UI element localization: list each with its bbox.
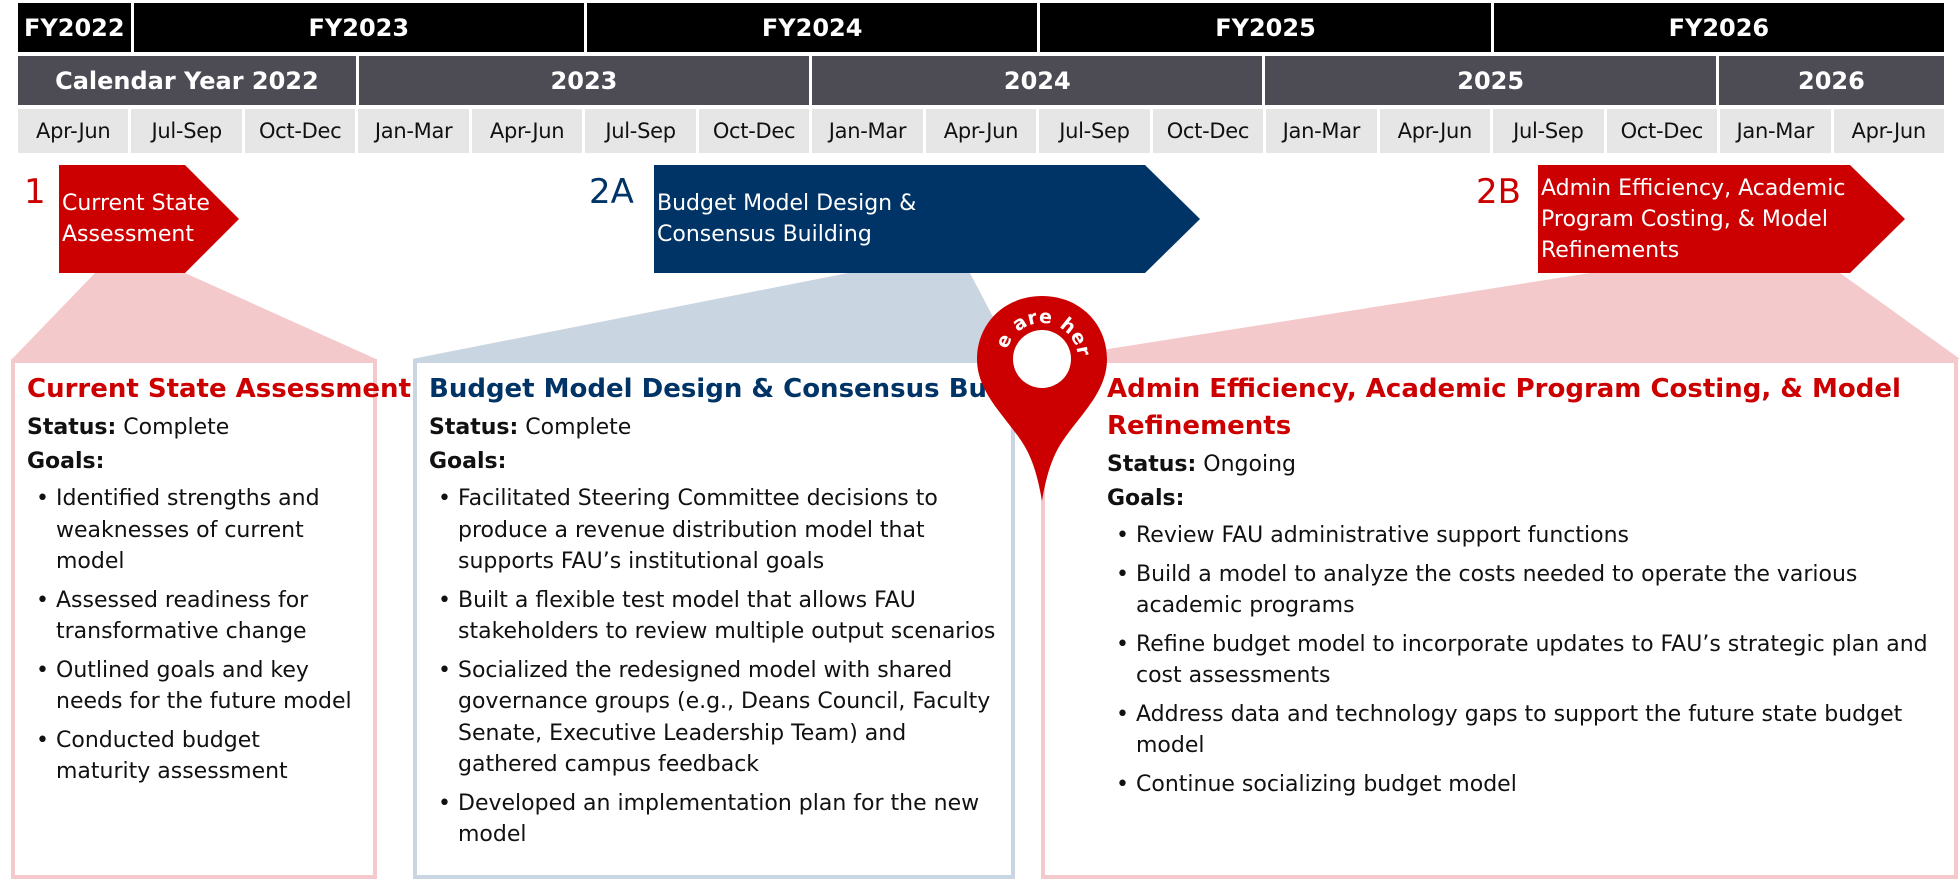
quarter-cell: Apr-Jun xyxy=(1379,109,1491,153)
goal-item: Developed an implementation plan for the… xyxy=(429,788,999,851)
quarter-row: Apr-Jun Jul-Sep Oct-Dec Jan-Mar Apr-Jun … xyxy=(18,109,1944,153)
quarter-cell: Jan-Mar xyxy=(1720,109,1831,153)
phase-2a-arrow xyxy=(654,165,1200,273)
fiscal-year-row: FY2022 FY2023 FY2024 FY2025 FY2026 xyxy=(18,3,1945,52)
goal-item: Identified strengths and weaknesses of c… xyxy=(27,483,361,578)
goal-item: Continue socializing budget model xyxy=(1107,769,1942,801)
status-line: Status: Ongoing xyxy=(1107,449,1942,480)
goal-item: Assessed readiness for transformative ch… xyxy=(27,585,361,648)
status-label: Status: xyxy=(27,415,117,440)
status-line: Status: Complete xyxy=(27,412,361,443)
quarter-cell: Jan-Mar xyxy=(812,109,923,153)
goal-item: Address data and technology gaps to supp… xyxy=(1107,699,1942,762)
goals-list: Review FAU administrative support functi… xyxy=(1107,520,1942,800)
goal-item: Built a flexible test model that allows … xyxy=(429,585,999,648)
status-line: Status: Complete xyxy=(429,412,999,443)
fiscal-year-cell: FY2025 xyxy=(1040,3,1491,52)
card-title-line: Admin Efficiency, Academic Program Costi… xyxy=(1107,374,1901,404)
status-label: Status: xyxy=(1107,452,1197,477)
arrow-text-line: Assessment xyxy=(62,222,194,247)
fiscal-year-cell: FY2026 xyxy=(1493,3,1945,52)
quarter-cell: Oct-Dec xyxy=(698,109,810,153)
quarter-cell: Apr-Jun xyxy=(18,109,129,153)
goal-item: Outlined goals and key needs for the fut… xyxy=(27,655,361,718)
phase-1-arrow xyxy=(59,165,239,273)
phase-2a-connector xyxy=(412,273,1015,359)
arrow-text-line: Program Costing, & Model xyxy=(1541,206,1828,232)
quarter-cell: Oct-Dec xyxy=(1606,109,1718,153)
phase-number: 2A xyxy=(589,172,634,212)
calendar-year-cell: 2024 xyxy=(812,56,1263,105)
phase-2a-arrow-label: Budget Model Design & Consensus Building xyxy=(653,165,1153,273)
phase-2b-card: Admin Efficiency, Academic Program Costi… xyxy=(1041,359,1958,879)
location-pin-icon: We are here xyxy=(972,291,1107,501)
quarter-cell: Oct-Dec xyxy=(244,109,356,153)
fiscal-year-cell: FY2024 xyxy=(586,3,1038,52)
phase-2b-connector xyxy=(1045,273,1960,359)
status-label: Status: xyxy=(429,415,519,440)
goals-list: Facilitated Steering Committee decisions… xyxy=(429,483,999,851)
goal-item: Refine budget model to incorporate updat… xyxy=(1107,629,1942,692)
status-value: Ongoing xyxy=(1203,452,1296,477)
phase-number: 1 xyxy=(24,172,46,212)
quarter-cell: Apr-Jun xyxy=(471,109,583,153)
quarter-cell: Apr-Jun xyxy=(925,109,1037,153)
arrow-text-line: Refinements xyxy=(1541,237,1680,263)
calendar-year-cell: 2023 xyxy=(358,56,810,105)
quarter-cell: Jul-Sep xyxy=(585,109,696,153)
goal-item: Build a model to analyze the costs neede… xyxy=(1107,559,1942,622)
calendar-year-row: Calendar Year 2022 2023 2024 2025 2026 xyxy=(18,56,1945,105)
phase-number: 2B xyxy=(1476,172,1521,212)
goal-item: Conducted budget maturity assessment xyxy=(27,725,361,788)
quarter-cell: Jan-Mar xyxy=(1266,109,1377,153)
goals-list: Identified strengths and weaknesses of c… xyxy=(27,483,361,788)
phase-2a-card: Budget Model Design & Consensus Building… xyxy=(413,359,1070,879)
quarter-cell: Jan-Mar xyxy=(358,109,469,153)
calendar-year-cell: 2026 xyxy=(1718,56,1945,105)
quarter-cell: Jul-Sep xyxy=(1039,109,1150,153)
arrow-text-line: Current State xyxy=(62,191,210,216)
phase-1-arrow-label: Current State Assessment xyxy=(58,165,233,273)
phase-1-card: Current State Assessment Status: Complet… xyxy=(11,359,411,879)
status-value: Complete xyxy=(123,415,230,440)
quarter-cell: Apr-Jun xyxy=(1833,109,1944,153)
phase-1-connector xyxy=(12,273,376,359)
goal-item: Socialized the redesigned model with sha… xyxy=(429,655,999,781)
fiscal-year-cell: FY2022 xyxy=(18,3,131,52)
quarter-cell: Jul-Sep xyxy=(131,109,242,153)
fiscal-year-cell: FY2023 xyxy=(133,3,584,52)
goal-item: Facilitated Steering Committee decisions… xyxy=(429,483,999,578)
goals-label: Goals: xyxy=(429,449,507,474)
calendar-year-cell: 2025 xyxy=(1265,56,1716,105)
goals-label: Goals: xyxy=(27,449,105,474)
card-title: Current State Assessment xyxy=(27,374,411,404)
arrow-text-line: Admin Efficiency, Academic xyxy=(1541,175,1846,201)
arrow-text-line: Consensus Building xyxy=(657,222,872,247)
phase-2b-arrow-label: Admin Efficiency, Academic Program Costi… xyxy=(1537,165,1867,273)
card-title: Admin Efficiency, Academic Program Costi… xyxy=(1049,371,1942,445)
quarter-cell: Oct-Dec xyxy=(1152,109,1264,153)
quarter-cell: Jul-Sep xyxy=(1493,109,1604,153)
card-title-line: Refinements xyxy=(1107,411,1292,441)
goal-item: Review FAU administrative support functi… xyxy=(1107,520,1942,552)
status-value: Complete xyxy=(525,415,632,440)
arrow-text-line: Budget Model Design & xyxy=(657,191,917,216)
phase-2b-arrow xyxy=(1538,165,1905,273)
calendar-year-cell: Calendar Year 2022 xyxy=(18,56,356,105)
goals-label: Goals: xyxy=(1107,486,1185,511)
card-title: Budget Model Design & Consensus Building xyxy=(429,374,1070,404)
